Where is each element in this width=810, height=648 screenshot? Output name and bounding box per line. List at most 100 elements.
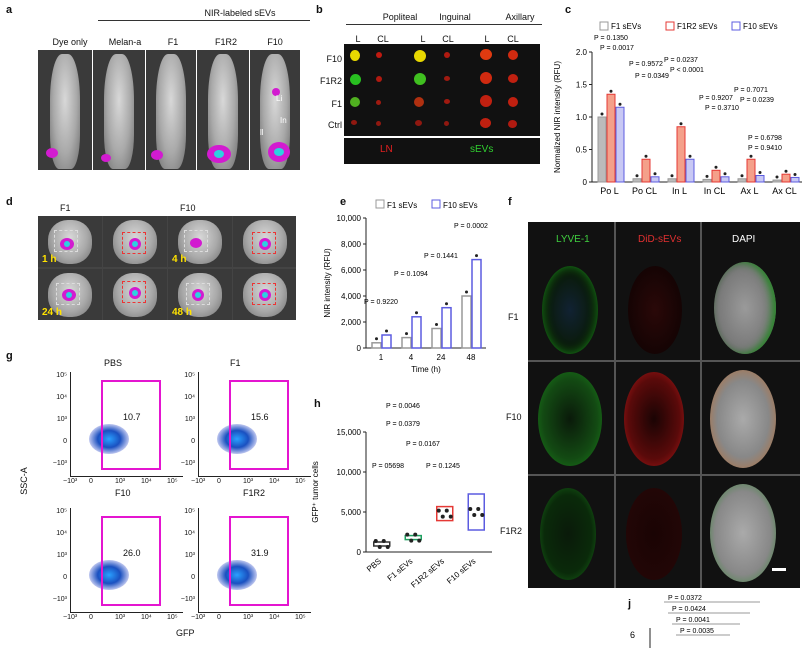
y-tick-label: 0 xyxy=(357,548,362,557)
data-point xyxy=(381,539,386,543)
gate xyxy=(101,516,161,606)
flow-plot: 26.0 10⁵ 10⁴ 10³ 0 −10³ −10³ 0 10³ 10⁴ 10⁵ xyxy=(53,508,183,621)
bar xyxy=(641,158,651,183)
legend-swatch xyxy=(375,199,385,209)
p-value: P = 0.6798 xyxy=(748,135,782,142)
panel-b-row-f1: F1 xyxy=(331,99,342,109)
gate xyxy=(229,516,289,606)
data-point xyxy=(679,122,683,126)
y-tick-label: 10,000 xyxy=(337,468,362,477)
y-tick-label: 15,000 xyxy=(337,428,362,437)
panel-b-lymph-node-grid xyxy=(344,44,540,136)
x-tick-label: In L xyxy=(672,186,687,196)
p-value: P = 0.9572 xyxy=(629,61,663,68)
p-value: P = 0.0046 xyxy=(386,403,420,410)
box xyxy=(436,505,454,522)
data-point xyxy=(413,532,418,537)
bar xyxy=(667,178,677,183)
panel-h-chart: 0 5,000 10,000 15,000 GFP⁺ tumor cells PBS F1 … xyxy=(311,403,492,590)
panel-b-col-cl2: CL xyxy=(442,34,454,44)
panel-a-label-f10: F10 xyxy=(267,37,283,47)
box xyxy=(404,534,422,541)
bar xyxy=(720,176,730,183)
y-tick-label: 6,000 xyxy=(341,266,362,275)
y-tick-label: 10³ xyxy=(184,552,195,559)
x-tick-label: 24 xyxy=(437,353,446,362)
x-tick-label: 10⁴ xyxy=(141,614,152,621)
y-tick-label: 0.5 xyxy=(576,146,588,155)
bar xyxy=(411,316,422,349)
x-tick-label: 10⁵ xyxy=(295,478,306,485)
p-value: P = 0.0035 xyxy=(680,628,714,635)
panel-d-label: d xyxy=(6,196,13,208)
data-point xyxy=(415,311,418,315)
data-point xyxy=(435,323,438,326)
panel-f-row-f1r2: F1R2 xyxy=(500,526,523,536)
data-point xyxy=(480,513,485,517)
organ-label-in: In xyxy=(280,116,287,125)
panel-j-label: j xyxy=(628,598,632,610)
data-point xyxy=(618,102,622,106)
bar xyxy=(401,336,412,349)
panel-a-label-dye-only: Dye only xyxy=(52,37,88,47)
y-tick-label: 0 xyxy=(583,178,588,187)
panel-g-col-f1: F1 xyxy=(230,358,241,368)
box xyxy=(373,541,391,547)
panel-a-image-melan-a xyxy=(93,50,145,170)
legend-swatch xyxy=(731,21,741,31)
panel-f-col-divider xyxy=(614,222,616,588)
p-value: P = 0.7071 xyxy=(734,87,768,94)
panel-b-col-cl1: CL xyxy=(377,34,389,44)
gate-percentage: 15.6 xyxy=(251,412,269,422)
x-tick-label: 10³ xyxy=(115,614,126,621)
y-tick-label: −10³ xyxy=(52,596,67,603)
bar xyxy=(431,327,442,349)
gate-percentage: 31.9 xyxy=(251,548,269,558)
panel-c-chart: F1 sEVs F1R2 sEVs F10 sEVs 0 0.5 1.0 1.5 2.0 Nor… xyxy=(553,21,802,196)
data-point xyxy=(714,165,718,169)
box xyxy=(467,493,485,531)
data-point xyxy=(793,172,797,176)
y-tick-label: 8,000 xyxy=(341,240,362,249)
panel-b-col-l2: L xyxy=(420,34,426,44)
flow-plot-label: F1R2 xyxy=(243,488,266,498)
cell-cluster xyxy=(217,560,257,590)
data-point xyxy=(705,174,709,178)
bar xyxy=(772,179,782,183)
panel-b-header-axillary: Axillary xyxy=(505,12,535,22)
p-value: P = 0.0041 xyxy=(676,617,710,624)
y-tick-label: 5,000 xyxy=(341,508,362,517)
p-value: P = 0.0239 xyxy=(740,97,774,104)
panel-e-chart: F1 sEVs F10 sEVs 0 2,000 4,000 6,000 8,000 10,0… xyxy=(323,199,488,374)
data-point xyxy=(405,332,408,336)
y-tick-label: 0 xyxy=(63,574,67,581)
y-tick-label: −10³ xyxy=(52,460,67,467)
y-tick-label: 1.0 xyxy=(576,113,588,122)
panel-j-chart: 6 P = 0.0372 P = 0.0424 P = 0.0041 P = 0.003… xyxy=(630,595,760,648)
x-tick-label: In CL xyxy=(704,186,726,196)
bar xyxy=(615,106,625,183)
p-value: P = 0.1245 xyxy=(426,463,460,470)
x-tick-label: 10³ xyxy=(243,614,254,621)
data-point xyxy=(440,514,445,519)
y-tick-label: 1.5 xyxy=(576,81,588,90)
x-tick-label: 0 xyxy=(89,614,93,621)
time-label-4h: 4 h xyxy=(172,254,187,265)
p-value: P = 0.0017 xyxy=(600,45,634,52)
p-value: P = 0.9220 xyxy=(364,299,398,306)
panel-a-image-f1r2 xyxy=(197,50,249,170)
y-tick-label: 6 xyxy=(630,630,635,640)
x-tick-label: −10³ xyxy=(63,478,78,485)
panel-b-col-l3: L xyxy=(484,34,490,44)
panel-b-legend-ln: LN xyxy=(380,144,393,155)
bar xyxy=(746,158,756,183)
data-point xyxy=(775,175,779,179)
panel-g-xlabel: GFP xyxy=(176,628,195,638)
data-point xyxy=(375,337,378,341)
y-tick-label: −10³ xyxy=(180,460,195,467)
panel-g-col-pbs: PBS xyxy=(104,358,123,368)
data-point xyxy=(409,538,414,543)
y-tick-label: 0 xyxy=(63,438,67,445)
x-tick-label: 10⁵ xyxy=(167,478,178,485)
panel-f-row-f10: F10 xyxy=(506,412,522,422)
